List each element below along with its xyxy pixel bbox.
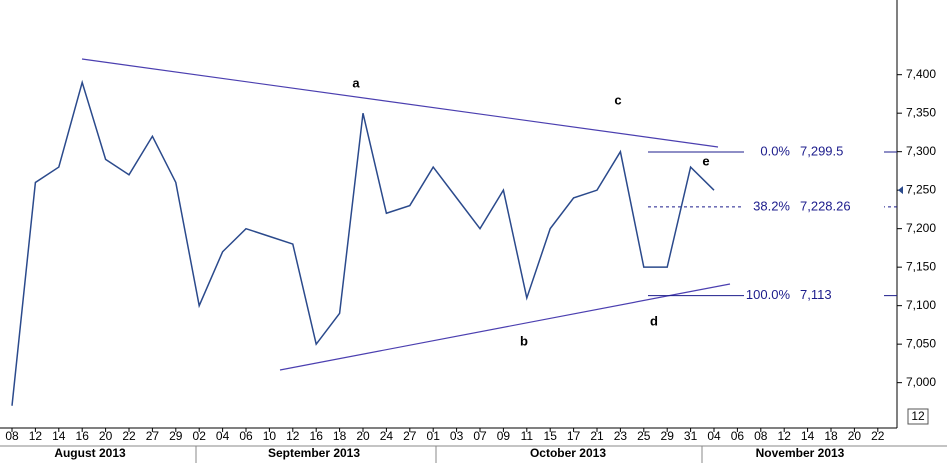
- month-label: November 2013: [756, 446, 845, 460]
- y-tick-label: 7,350: [906, 105, 936, 119]
- x-tick-label: 07: [473, 429, 487, 443]
- x-tick-label: 31: [684, 429, 698, 443]
- y-tick-label: 7,250: [906, 182, 936, 196]
- month-label: August 2013: [54, 446, 126, 460]
- x-tick-label: 10: [263, 429, 277, 443]
- wave-label: c: [614, 92, 621, 107]
- x-tick-label: 25: [637, 429, 651, 443]
- fib-value: 7,228.26: [800, 198, 851, 213]
- wave-label: b: [520, 333, 528, 348]
- corner-box: [907, 408, 929, 425]
- fib-label-bg: [744, 198, 884, 215]
- month-label: October 2013: [530, 446, 606, 460]
- x-tick-label: 01: [427, 429, 441, 443]
- x-tick-label: 29: [661, 429, 675, 443]
- wave-label: e: [702, 153, 709, 168]
- y-tick-label: 7,300: [906, 144, 936, 158]
- x-tick-label: 20: [848, 429, 862, 443]
- x-tick-label: 20: [356, 429, 370, 443]
- x-tick-label: 08: [5, 429, 19, 443]
- x-tick-label: 12: [286, 429, 300, 443]
- x-tick-label: 12: [29, 429, 43, 443]
- x-tick-label: 04: [707, 429, 721, 443]
- x-tick-label: 08: [754, 429, 768, 443]
- x-tick-label: 24: [380, 429, 394, 443]
- fib-label-bg: [744, 144, 884, 161]
- x-tick-label: 23: [614, 429, 628, 443]
- x-tick-label: 14: [801, 429, 815, 443]
- fib-label-bg: [744, 287, 884, 304]
- fib-pct: 0.0%: [760, 143, 790, 158]
- lower-trendline: [279, 283, 731, 371]
- x-tick-label: 15: [544, 429, 558, 443]
- x-tick-label: 06: [731, 429, 745, 443]
- y-tick-label: 7,000: [906, 375, 936, 389]
- x-tick-label: 27: [403, 429, 417, 443]
- y-tick-label: 7,200: [906, 221, 936, 235]
- y-tick-label: 7,150: [906, 259, 936, 273]
- x-tick-label: 09: [497, 429, 511, 443]
- wave-label: d: [650, 313, 658, 328]
- fib-pct: 38.2%: [753, 198, 790, 213]
- x-tick-label: 27: [146, 429, 160, 443]
- last-price-marker: [898, 186, 903, 195]
- x-tick-label: 16: [76, 429, 90, 443]
- x-tick-label: 11: [521, 429, 534, 443]
- x-tick-label: 12: [778, 429, 792, 443]
- x-tick-label: 14: [52, 429, 66, 443]
- fib-value: 7,299.5: [800, 143, 843, 158]
- x-tick-label: 21: [590, 429, 604, 443]
- x-tick-label: 02: [193, 429, 207, 443]
- x-tick-label: 18: [824, 429, 838, 443]
- y-tick-label: 7,050: [906, 336, 936, 350]
- x-tick-label: 18: [333, 429, 347, 443]
- x-tick-label: 03: [450, 429, 464, 443]
- x-tick-label: 06: [239, 429, 253, 443]
- y-tick-label: 7,400: [906, 67, 936, 81]
- x-tick-label: 17: [567, 429, 581, 443]
- y-tick-label: 7,100: [906, 298, 936, 312]
- price-line: [11, 79, 715, 406]
- fib-value: 7,113: [800, 287, 832, 302]
- fib-pct: 100.0%: [746, 287, 791, 302]
- x-tick-label: 20: [99, 429, 113, 443]
- month-label: September 2013: [268, 446, 360, 460]
- x-tick-label: 22: [122, 429, 136, 443]
- x-tick-label: 16: [310, 429, 324, 443]
- x-tick-label: 29: [169, 429, 183, 443]
- x-tick-label: 04: [216, 429, 230, 443]
- x-tick-label: 22: [871, 429, 885, 443]
- wave-label: a: [352, 75, 360, 90]
- corner-box-label: 12: [911, 409, 925, 423]
- upper-trendline: [81, 58, 719, 148]
